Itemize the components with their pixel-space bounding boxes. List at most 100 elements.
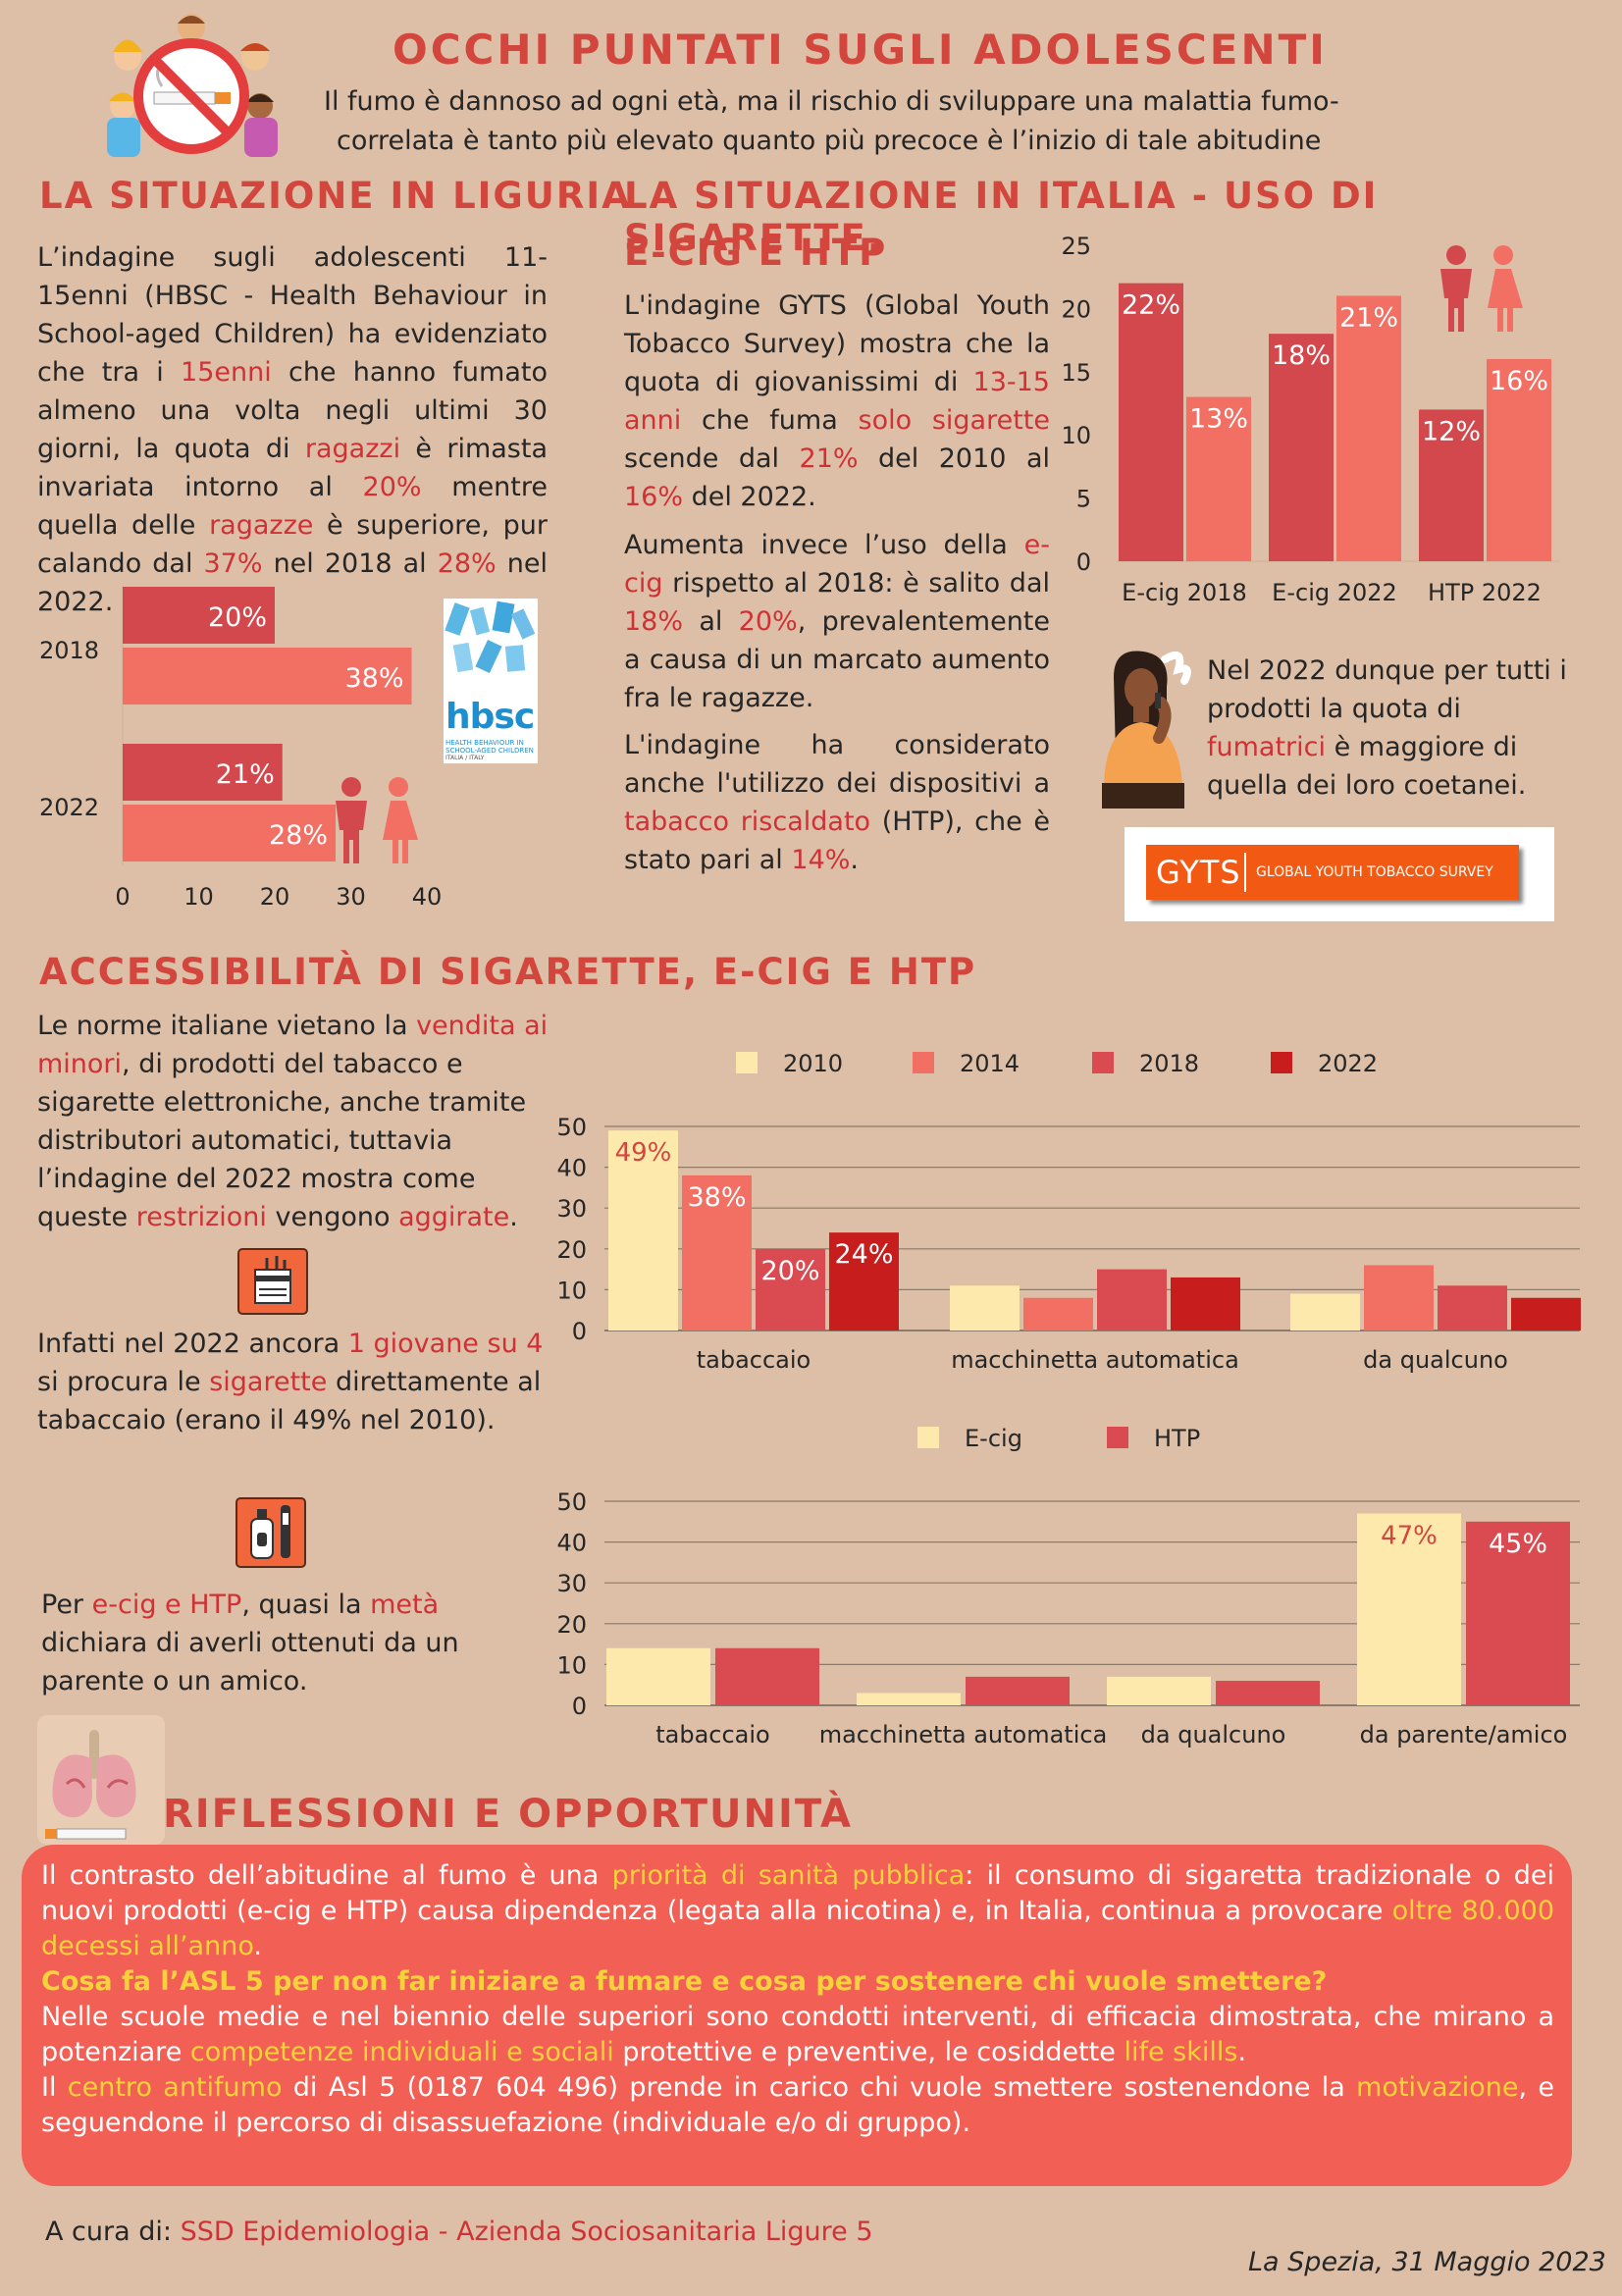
highlight-text: fumatrici [1207, 732, 1326, 762]
boy-girl-icon-2 [1440, 245, 1523, 332]
category-label: 2018 [39, 637, 99, 664]
category-label: E-cig 2022 [1272, 579, 1397, 606]
hbsc-logo-sub-1: HEALTH BEHAVIOUR IN [445, 739, 524, 747]
bar-ragazzi-2022 [123, 744, 283, 801]
highlight-text: e-cig e HTP [91, 1590, 242, 1620]
data-label: 12% [1422, 416, 1481, 446]
data-label: 24% [834, 1239, 893, 1270]
bar-HTP-da parente/amico [1466, 1521, 1570, 1705]
bar-2010-macchinetta automatica [950, 1285, 1020, 1331]
text-run: Aumenta invece l’uso della [624, 530, 1024, 560]
data-label: 22% [1122, 290, 1180, 321]
gyts-logo-text: GYTS [1156, 854, 1241, 891]
bar-ragazzi-E-cig 2022 [1269, 334, 1334, 561]
y-tick-label: 20 [556, 1236, 587, 1264]
hbsc-logo-text: hbsc [445, 697, 535, 737]
text-run: , prevalentemente a causa di un marcato … [624, 606, 1050, 713]
highlight-text: tabacco riscaldato [624, 807, 871, 837]
category-label: 2022 [39, 794, 99, 821]
text-run: Per [41, 1590, 92, 1620]
access-text-3: Per e-cig e HTP, quasi la metà dichiara … [41, 1586, 512, 1700]
text-run: mentre quella delle [37, 472, 548, 541]
text-run: è rimasta invariata intorno al [37, 434, 548, 502]
text-run: L'indagine GYTS (Global Youth Tobacco Su… [624, 290, 1050, 397]
data-label: 49% [615, 1138, 672, 1168]
italia-text-3: L'indagine ha considerato anche l'utiliz… [624, 726, 1050, 879]
data-label: 16% [1490, 366, 1548, 396]
bar-ragazzi-2018 [123, 587, 275, 644]
text-run: , di prodotti del tabacco e sigarette el… [37, 1049, 527, 1232]
y-tick-label: 0 [1076, 548, 1091, 576]
y-tick-label: 0 [572, 1318, 587, 1345]
bar-2022-macchinetta automatica [1171, 1277, 1240, 1331]
text-run: rispetto al 2018: è salito dal [662, 568, 1050, 599]
text-run: si procura le [37, 1367, 210, 1397]
category-label: tabaccaio [655, 1721, 770, 1748]
legend-swatch-HTP [1107, 1427, 1128, 1448]
page-subtitle-line-1: Il fumo è dannoso ad ogni età, ma il ris… [324, 86, 1339, 117]
data-label: 21% [216, 759, 275, 790]
category-label: da parente/amico [1360, 1721, 1568, 1748]
highlight-text: priorità di sanità pubblica [611, 1860, 966, 1891]
page-subtitle-line-2: correlata è tanto più elevato quanto più… [337, 126, 1322, 156]
data-label: 28% [269, 820, 328, 851]
text-run: Nel 2022 dunque per tutti i prodotti la … [1207, 655, 1567, 724]
highlight-text: oltre 80.000 decessi all’anno [41, 1896, 1554, 1961]
bar-ragazze-HTP 2022 [1487, 358, 1551, 561]
data-label: 38% [344, 663, 403, 694]
text-run: nel 2018 al [262, 548, 438, 579]
bar-HTP-tabaccaio [715, 1647, 819, 1705]
x-tick-label: 40 [412, 883, 443, 911]
legend-label: 2010 [783, 1050, 843, 1077]
access-text-2: Infatti nel 2022 ancora 1 giovane su 4 s… [37, 1325, 548, 1439]
text-run: . [850, 845, 859, 875]
x-tick-label: 10 [183, 883, 214, 911]
highlight-text: metà [370, 1590, 440, 1620]
bar-ragazzi-E-cig 2018 [1119, 283, 1183, 561]
no-smoking-kids-illustration [107, 14, 278, 157]
highlight-text: competenze individuali e sociali [189, 2037, 614, 2067]
text-run: Il [41, 2072, 68, 2103]
y-tick-label: 10 [556, 1651, 587, 1679]
highlight-text: motivazione [1356, 2072, 1519, 2103]
highlight-text: life skills [1124, 2037, 1238, 2067]
highlight-text: 13-15 anni [624, 367, 1050, 436]
highlight-text: ragazze [209, 510, 314, 541]
legend-label: 2022 [1318, 1050, 1378, 1077]
category-label: macchinetta automatica [819, 1721, 1108, 1748]
highlight-text: vendita ai minori [37, 1011, 549, 1079]
riflessioni-box: Il contrasto dell’abitudine al fumo è un… [22, 1845, 1572, 2186]
y-tick-label: 50 [556, 1114, 587, 1141]
legend-label: E-cig [965, 1425, 1022, 1452]
y-tick-label: 50 [556, 1488, 587, 1516]
bar-2022-da qualcuno [1511, 1297, 1581, 1331]
highlight-text: 15enni [181, 357, 272, 388]
footer-date: La Spezia, 31 Maggio 2023 [1248, 2247, 1606, 2277]
access-text-1: Le norme italiane vietano la vendita ai … [37, 1007, 552, 1236]
data-label: 18% [1272, 340, 1331, 371]
highlight-text: sigarette [209, 1367, 328, 1397]
y-tick-label: 40 [556, 1530, 587, 1557]
bar-ragazze-2022 [123, 805, 336, 861]
access-chart-sigarette: 2010 2014 2018 2022 0 10 20 30 40 50 49% 38% 20% 24% t… [556, 1050, 1581, 1374]
riflessioni-text-2: Nelle scuole medie e nel biennio delle s… [41, 2000, 1554, 2070]
text-run: , quasi la [241, 1590, 371, 1620]
text-run: : il consumo di sigaretta tradizionale o… [41, 1860, 1554, 1926]
text-run: è maggiore di quella dei loro coetanei. [1207, 732, 1527, 801]
legend-swatch-2014 [913, 1052, 934, 1073]
liguria-text: L’indagine sugli adolescenti 11-15enni (… [37, 238, 548, 621]
y-tick-label: 10 [1061, 422, 1091, 449]
highlight-text: 16% [624, 482, 684, 512]
y-tick-label: 5 [1076, 486, 1091, 513]
category-label: da qualcuno [1363, 1346, 1508, 1374]
text-run: nel 2022. [37, 548, 548, 617]
text-run: dichiara di averli ottenuti da un parent… [41, 1628, 459, 1696]
italia-note: Nel 2022 dunque per tutti i prodotti la … [1207, 652, 1580, 805]
text-run: protettive e preventive, le cosiddette [613, 2037, 1125, 2067]
y-tick-label: 40 [556, 1155, 587, 1182]
text-run: Infatti nel 2022 ancora [37, 1329, 348, 1359]
legend-label: 2014 [960, 1050, 1020, 1077]
text-run: è superiore, pur calando dal [37, 510, 548, 579]
bar-2010-tabaccaio [608, 1130, 678, 1331]
text-run: . [509, 1202, 518, 1232]
